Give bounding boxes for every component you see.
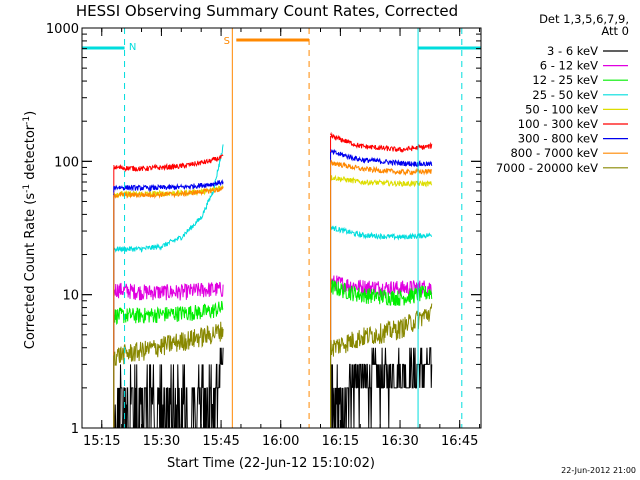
x-axis-label: Start Time (22-Jun-12 15:10:02) bbox=[167, 456, 375, 471]
series-50-100-kev-line-2 bbox=[330, 174, 433, 188]
x-tick-label-1515: 15:15 bbox=[83, 434, 120, 449]
x-tick-label-1530: 15:30 bbox=[143, 434, 180, 449]
x-tick-label-1630: 16:30 bbox=[381, 434, 418, 449]
legend-label-7000-20000-kev: 7000 - 20000 keV bbox=[496, 161, 598, 175]
series-7000-20000-kev-line-1 bbox=[113, 321, 224, 366]
legend-label-800-7000-kev: 800 - 7000 keV bbox=[510, 146, 598, 160]
legend-label-50-100-kev: 50 - 100 keV bbox=[525, 102, 598, 116]
series-12-25-kev-line-2 bbox=[330, 278, 433, 306]
series-300-800-kev-line-1 bbox=[113, 179, 224, 193]
plot-frame bbox=[81, 27, 482, 429]
chart-title: HESSI Observing Summary Count Rates, Cor… bbox=[76, 2, 458, 20]
series-3-6-kev-line-1 bbox=[113, 347, 224, 428]
series-25-50-kev-line-2 bbox=[330, 225, 433, 241]
plot-layer: NS bbox=[82, 28, 481, 428]
x-tick-label-1545: 15:45 bbox=[202, 434, 239, 449]
legend-label-3-6-kev: 3 - 6 keV bbox=[547, 44, 598, 58]
series-6-12-kev-line-1 bbox=[113, 281, 224, 301]
series-100-300-kev-line-1 bbox=[113, 154, 224, 173]
saa-flag-label: S bbox=[224, 36, 230, 47]
legend-header-line-2: Att 0 bbox=[601, 24, 629, 38]
legend-label-12-25-kev: 12 - 25 keV bbox=[532, 73, 598, 87]
x-tick-label-1600: 16:00 bbox=[262, 434, 299, 449]
y-tick-label-1000: 1000 bbox=[46, 22, 79, 37]
y-tick-label-100: 100 bbox=[54, 155, 79, 170]
y-axis-label: Corrected Count Rate (s-1 detector-1) bbox=[22, 111, 38, 349]
legend-label-300-800-kev: 300 - 800 keV bbox=[518, 132, 598, 146]
series-300-800-kev-line-2 bbox=[330, 148, 433, 168]
series-3-6-kev-line-2 bbox=[330, 347, 433, 428]
legend-label-100-300-kev: 100 - 300 keV bbox=[518, 117, 598, 131]
legend-label-25-50-kev: 25 - 50 keV bbox=[532, 88, 598, 102]
plot-area bbox=[82, 28, 481, 428]
series-7000-20000-kev-line-2 bbox=[330, 303, 433, 357]
frame-layer: 1 10 100 1000 15:15 15:30 15:45 16:00 16:15 16:30… bbox=[46, 22, 482, 449]
footer-date: 22-Jun-2012 21:00 bbox=[561, 466, 636, 475]
legend-header-line-1: Det 1,3,5,6,7,9, bbox=[539, 12, 629, 26]
x-tick-label-1615: 16:15 bbox=[322, 434, 359, 449]
night-flag-label: N bbox=[129, 42, 136, 53]
legend-label-6-12-kev: 6 - 12 keV bbox=[540, 59, 598, 73]
series-800-7000-kev-line-2 bbox=[330, 159, 433, 176]
series-800-7000-kev-line-1 bbox=[113, 186, 224, 200]
series-12-25-kev-line-1 bbox=[113, 300, 224, 326]
y-tick-label-1: 1 bbox=[71, 422, 79, 437]
x-tick-label-1645: 16:45 bbox=[441, 434, 478, 449]
series-25-50-kev-line-1 bbox=[113, 144, 224, 253]
y-tick-label-10: 10 bbox=[62, 289, 79, 304]
series-100-300-kev-line-2 bbox=[330, 131, 433, 153]
